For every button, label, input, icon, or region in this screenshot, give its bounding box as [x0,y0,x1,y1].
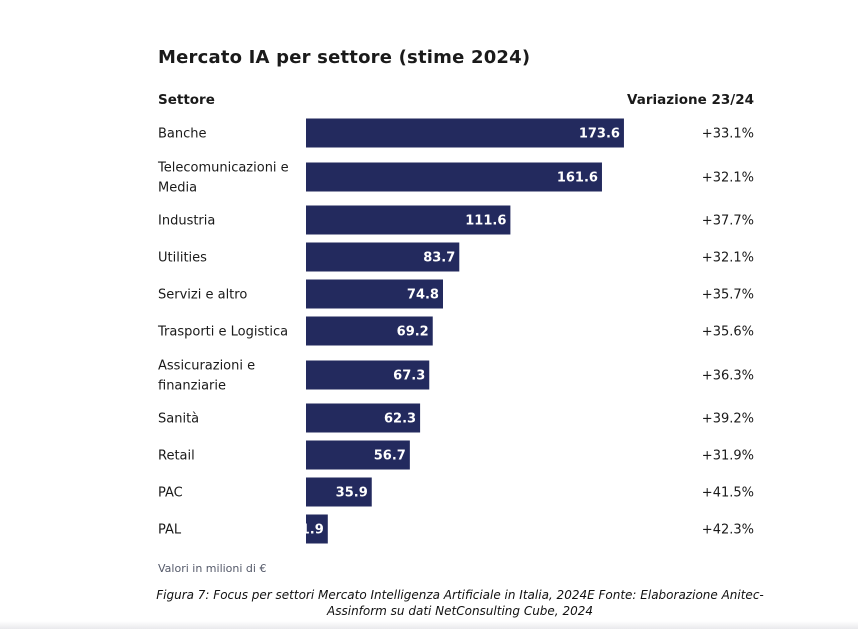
bar-value-label: 56.7 [374,449,406,464]
caption-line-2: Assinform su dati NetConsulting Cube, 20… [327,604,593,618]
category-label: PAC [158,486,183,501]
change-label: +39.2% [702,412,754,427]
change-label: +35.6% [702,325,754,340]
change-label: +36.3% [702,369,754,384]
bar [306,514,328,544]
chart-title: Mercato IA per settore (stime 2024) [158,47,531,68]
bar-value-label: 62.3 [384,412,416,427]
change-label: +42.3% [702,523,754,538]
page-bottom-edge [0,621,858,629]
change-label: +41.5% [702,486,754,501]
category-label: Servizi e altro [158,288,247,303]
bar [306,162,602,192]
bar [306,279,443,309]
category-label: Banche [158,127,207,142]
change-label: +37.7% [702,214,754,229]
bar [306,118,624,148]
category-label: Telecomunicazioni e Media [157,161,289,196]
change-label: +32.1% [702,251,754,266]
bar-value-label: 83.7 [423,251,455,266]
bar [306,360,430,390]
bar [306,316,433,346]
category-label: Industria [158,214,215,229]
change-label: +32.1% [702,171,754,186]
category-label: Utilities [158,251,207,266]
change-label: +35.7% [702,288,754,303]
bar-value-label: 161.6 [557,171,598,186]
sector-column-header: Settore [158,92,215,108]
bar-value-label: 11.9 [292,523,324,538]
bar-value-label: 74.8 [407,288,439,303]
bar [306,205,511,235]
bar [306,403,421,433]
category-label: Retail [158,449,195,464]
figure-caption: Figura 7: Focus per settori Mercato Inte… [150,587,770,619]
change-label: +31.9% [702,449,754,464]
category-label: Assicurazioni e finanziarie [158,359,255,394]
bar-value-label: 111.6 [465,214,506,229]
bar-value-label: 69.2 [397,325,429,340]
caption-line-1: Figura 7: Focus per settori Mercato Inte… [156,588,764,602]
bar [306,440,410,470]
bar-value-label: 67.3 [393,369,425,384]
bar [306,242,460,272]
change-label: +33.1% [702,127,754,142]
bar-value-label: 173.6 [579,127,620,142]
category-label: Sanità [158,412,199,427]
bar-value-label: 35.9 [336,486,368,501]
category-label: PAL [158,523,182,538]
change-column-header: Variazione 23/24 [627,92,754,108]
units-note: Valori in milioni di € [158,562,267,575]
bar [306,477,372,507]
category-label: Trasporti e Logistica [157,325,288,340]
